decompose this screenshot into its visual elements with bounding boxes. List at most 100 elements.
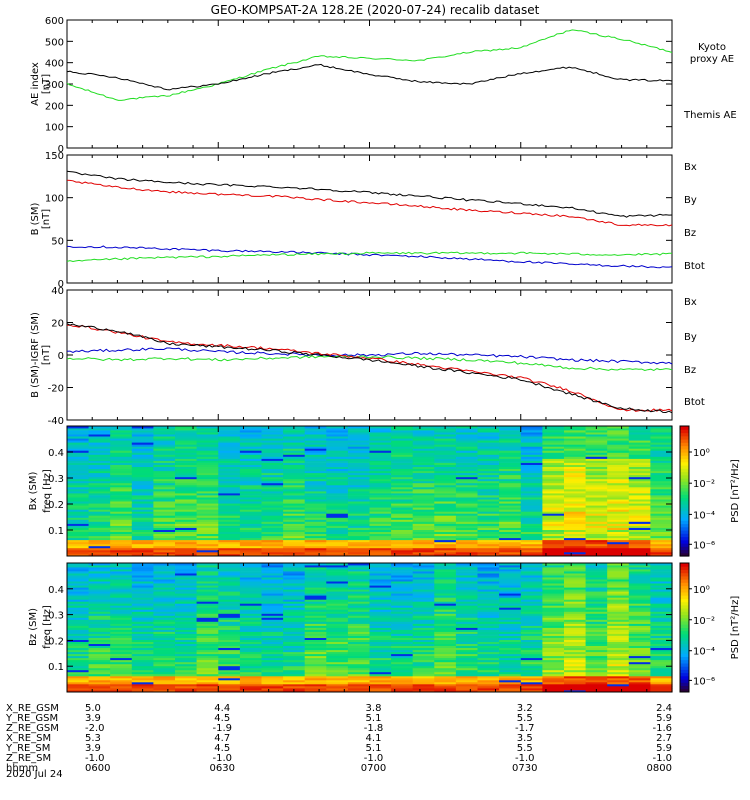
orbit-row-label: Y_RE_SM	[5, 743, 50, 754]
y-tick-label: 150	[45, 151, 64, 162]
y-tick-label: 0.2	[48, 500, 64, 511]
y-tick-label: 300	[45, 80, 64, 91]
legend-label: Bz	[684, 365, 696, 376]
spectrogram-panel-1: 0.10.20.30.4Bx (SM) freq [Hz]10⁰10⁻²10⁻⁴1…	[28, 425, 741, 557]
series-line-themis-ae	[66, 63, 673, 91]
legend-label: Bx	[684, 297, 697, 308]
colorbar-tick-label: 10⁻²	[693, 616, 715, 627]
series-line-bx	[66, 347, 673, 365]
legend-label: Bx	[684, 162, 697, 173]
y-axis-label: B (SM)	[30, 202, 41, 235]
orbit-cell: 0700	[361, 763, 386, 774]
series-line-by	[66, 355, 673, 372]
y-axis-label: B (SM)-IGRF (SM)	[30, 312, 41, 398]
series-line-bz	[66, 324, 673, 412]
orbit-cell: 5.5	[517, 713, 533, 724]
y-tick-label: 0	[58, 351, 64, 362]
orbit-cell: -1.0	[364, 753, 384, 764]
y-tick-label: 0.3	[48, 611, 64, 622]
orbit-cell: 0600	[85, 763, 110, 774]
orbit-cell: -1.0	[652, 753, 672, 764]
y-tick-label: 0.2	[48, 636, 64, 647]
y-tick-label: 100	[45, 123, 64, 134]
orbit-cell: -1.8	[364, 723, 384, 734]
y-tick-label: 600	[45, 16, 64, 27]
y-axis-label: freq [Hz]	[42, 469, 53, 513]
y-axis-unit: [nT]	[41, 209, 52, 229]
colorbar-tick-label: 10⁻⁴	[693, 510, 715, 521]
orbit-cell: -1.9	[212, 723, 232, 734]
y-tick-label: 20	[51, 319, 64, 330]
orbit-cell: -1.0	[212, 753, 232, 764]
colorbar-tick-label: 10⁻⁶	[693, 676, 715, 687]
colorbar-frame	[679, 562, 690, 693]
y-axis-unit: [nT]	[41, 345, 52, 365]
orbit-cell: 3.5	[517, 733, 533, 744]
orbit-cell: 5.1	[366, 743, 382, 754]
y-tick-label: 0.1	[48, 526, 64, 537]
spectrogram-panel-2: 0.10.20.30.4Bz (SM) freq [Hz]10⁰10⁻²10⁻⁴1…	[28, 562, 741, 693]
colorbar-tick-label: 10⁰	[693, 585, 710, 596]
line-panel-2: 0 50 100 150 B (SM) [nT] Bx By Bz Btot	[30, 151, 705, 290]
y-tick-label: 0	[58, 279, 64, 290]
orbit-cell: 5.9	[656, 743, 672, 754]
legend-label: Kyoto	[698, 42, 726, 53]
colorbar: 10⁰ 10⁻² 10⁻⁴ 10⁻⁶ PSD [nT²/Hz]	[679, 425, 741, 557]
orbit-cell: 0800	[647, 763, 672, 774]
component-label: Bx (SM)	[28, 472, 39, 511]
y-tick-label: 0.4	[48, 448, 64, 459]
series-line-bx	[66, 245, 673, 269]
colorbar-tick-label: 10⁻⁴	[693, 647, 715, 658]
orbit-row-label: Z_RE_SM	[6, 753, 51, 764]
orbit-cell: 4.5	[214, 743, 230, 754]
y-axis-label: AE index	[30, 62, 41, 106]
legend-label: Bz	[684, 228, 696, 239]
colorbar: 10⁰ 10⁻² 10⁻⁴ 10⁻⁶ PSD [nT²/Hz]	[679, 562, 741, 693]
figure-title: GEO-KOMPSAT-2A 128.2E (2020-07-24) recal…	[211, 3, 540, 17]
orbit-cell: 2.7	[656, 733, 672, 744]
y-axis-unit: [nT]	[41, 74, 52, 94]
orbit-cell: 4.5	[214, 713, 230, 724]
orbit-cell: -1.0	[85, 753, 105, 764]
line-panel-1: 0 100 200 300 400 500 600 AE index [nT] Kyotoprox…	[30, 16, 737, 155]
orbit-row-label: X_RE_GSM	[6, 703, 59, 714]
y-tick-label: 0	[58, 144, 64, 155]
orbit-row-label: Y_RE_GSM	[5, 713, 58, 724]
y-tick-label: 0.4	[48, 585, 64, 596]
series-line-btot	[66, 170, 673, 218]
series-line-by	[66, 251, 672, 263]
legend-label: Themis AE	[683, 110, 737, 121]
orbit-cell: 5.9	[656, 713, 672, 724]
y-tick-label: -40	[48, 416, 64, 427]
legend-label: Btot	[684, 261, 705, 272]
orbit-cell: 5.3	[85, 733, 101, 744]
orbit-table: X_RE_GSM 5.0 4.4 3.8 3.2 2.4 Y_RE_GSM 3.9 4.5 5.1…	[5, 703, 672, 780]
legend-label: proxy AE	[690, 54, 734, 65]
y-axis-label: freq [Hz]	[42, 605, 53, 649]
colorbar-frame	[679, 425, 690, 557]
y-tick-label: -20	[48, 384, 64, 395]
orbit-cell: 5.0	[85, 703, 101, 714]
orbit-row-label: Z_RE_GSM	[6, 723, 59, 734]
series-line-kyoto-proxy-ae	[66, 29, 673, 101]
orbit-cell: 4.1	[366, 733, 382, 744]
series-line-btot	[66, 323, 673, 414]
orbit-cell: 3.9	[85, 713, 101, 724]
orbit-cell: 4.7	[214, 733, 230, 744]
orbit-cell: 0630	[210, 763, 235, 774]
y-tick-label: 40	[51, 286, 64, 297]
plot-frame	[66, 19, 673, 149]
orbit-cell: -1.0	[515, 753, 535, 764]
legend-label: By	[684, 195, 697, 206]
y-tick-label: 200	[45, 101, 64, 112]
orbit-cell: -1.7	[515, 723, 535, 734]
orbit-cell: -1.6	[652, 723, 672, 734]
y-tick-label: 0.1	[48, 662, 64, 673]
legend-label: By	[684, 332, 697, 343]
orbit-cell: 2.4	[656, 703, 672, 714]
y-tick-label: 100	[45, 194, 64, 205]
orbit-cell: 5.5	[517, 743, 533, 754]
orbit-cell: 3.8	[366, 703, 382, 714]
date-label: 2020 Jul 24	[6, 769, 63, 780]
